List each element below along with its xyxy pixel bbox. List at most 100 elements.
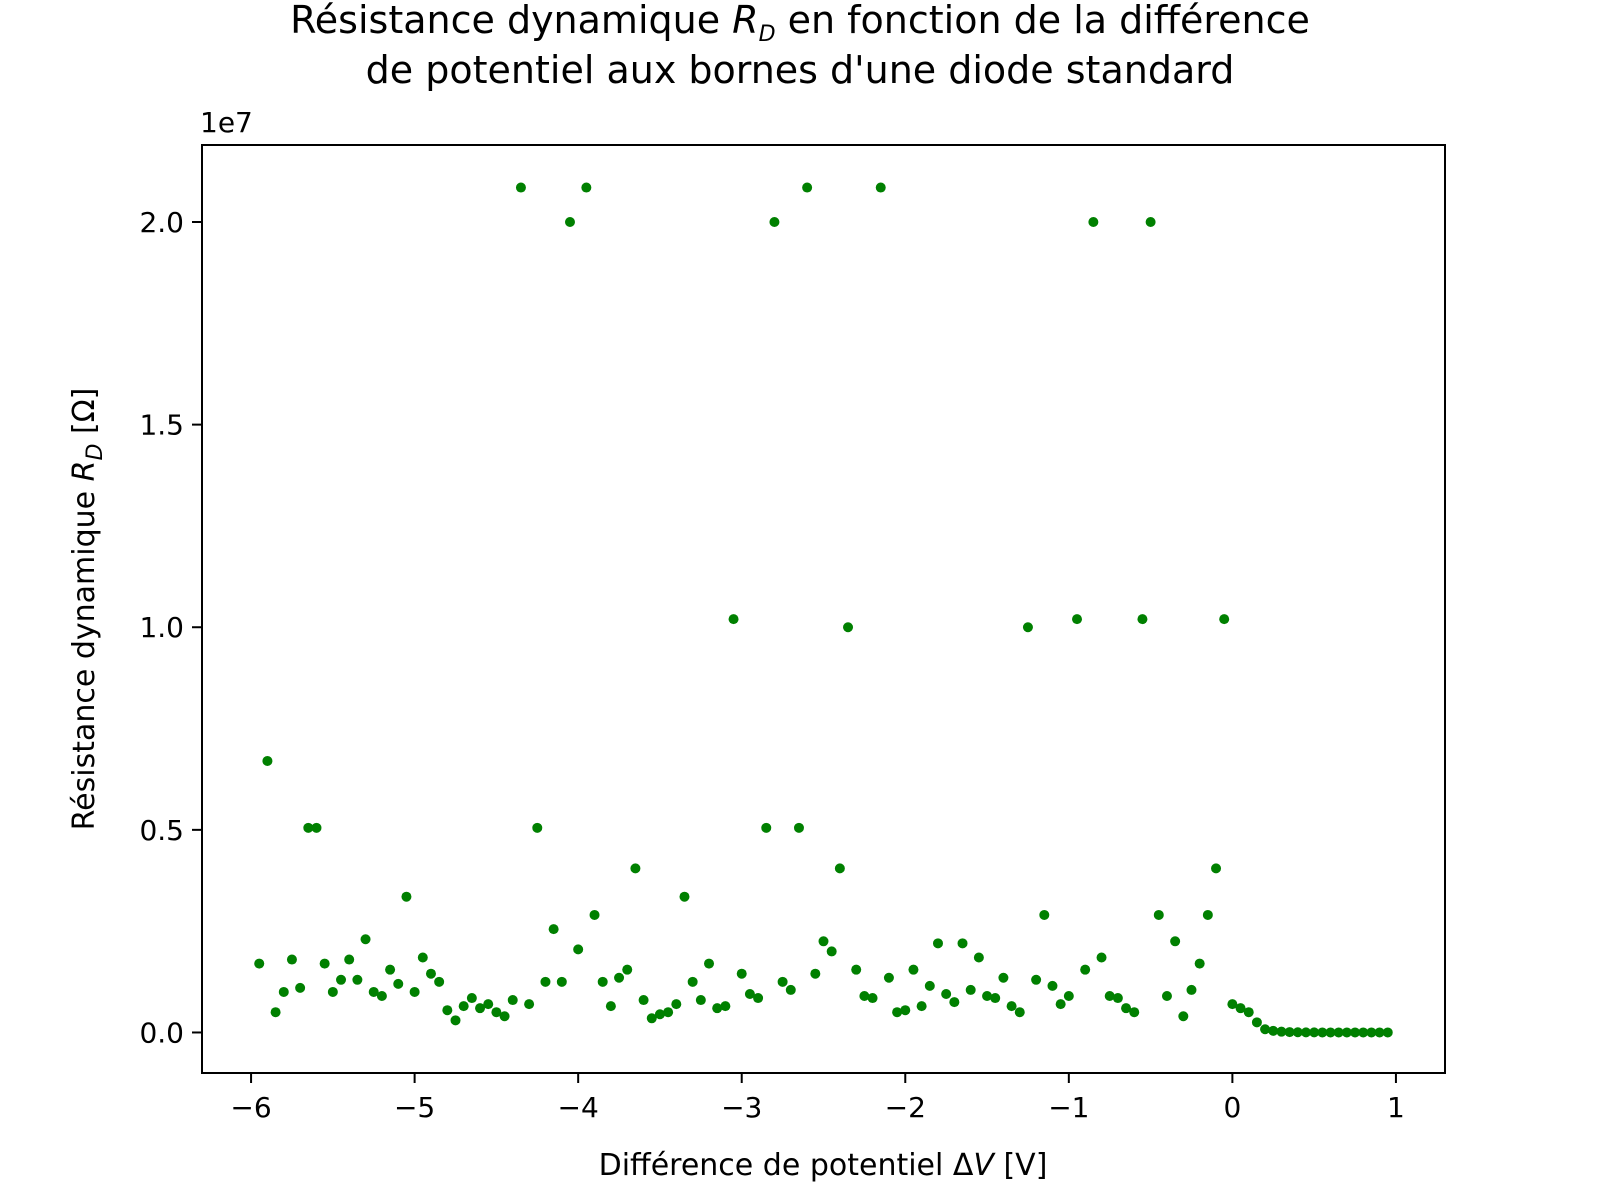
data-point: [589, 909, 600, 920]
data-point: [1317, 1027, 1328, 1038]
data-point: [581, 182, 592, 193]
data-point: [826, 946, 837, 957]
data-point: [491, 1007, 502, 1018]
data-point: [303, 822, 314, 833]
data-point: [704, 958, 715, 969]
x-tick-label: −5: [394, 1091, 435, 1124]
data-point: [1219, 614, 1230, 625]
data-point: [810, 968, 821, 979]
data-point: [1268, 1025, 1279, 1036]
data-point: [270, 1007, 281, 1018]
data-point: [802, 182, 813, 193]
data-point: [1031, 974, 1042, 985]
scatter-points: [254, 182, 1393, 1038]
x-axis-label: Différence de potentiel ΔV [V]: [599, 1148, 1048, 1183]
data-point: [254, 958, 265, 969]
data-point: [1276, 1026, 1287, 1037]
data-point: [1325, 1027, 1336, 1038]
data-point: [1235, 1003, 1246, 1014]
data-point: [753, 993, 764, 1004]
data-point: [892, 1007, 903, 1018]
data-point: [401, 891, 412, 902]
data-point: [466, 993, 477, 1004]
x-tick-label: 1: [1387, 1091, 1405, 1124]
data-point: [1006, 1001, 1017, 1012]
data-point: [851, 964, 862, 975]
data-point: [1374, 1027, 1385, 1038]
data-point: [352, 974, 363, 985]
data-point: [883, 972, 894, 983]
data-point: [614, 972, 625, 983]
data-point: [1137, 614, 1148, 625]
data-point: [286, 954, 297, 965]
data-point: [1088, 217, 1099, 227]
data-point: [679, 891, 690, 902]
data-point: [295, 982, 306, 993]
data-point: [1129, 1007, 1140, 1018]
x-tick-label: −3: [721, 1091, 762, 1124]
data-point: [843, 622, 854, 633]
data-point: [761, 822, 772, 833]
data-point: [949, 997, 960, 1008]
data-point: [646, 1013, 657, 1024]
y-tick-label: 1.5: [139, 409, 184, 442]
data-point: [1161, 991, 1172, 1001]
y-offset-label: 1e7: [200, 106, 253, 139]
data-point: [1366, 1027, 1377, 1038]
data-point: [483, 999, 494, 1010]
x-tick-label: 0: [1223, 1091, 1241, 1124]
data-point: [327, 986, 338, 997]
data-point: [1080, 964, 1091, 975]
chart-title-line-2: de potentiel aux bornes d'une diode stan…: [366, 48, 1235, 92]
data-point: [278, 986, 289, 997]
data-point: [458, 1001, 469, 1012]
data-point: [1112, 993, 1123, 1004]
y-axis-label: Résistance dynamique RD [Ω]: [67, 388, 108, 831]
data-point: [687, 976, 698, 987]
data-point: [1358, 1027, 1369, 1038]
data-point: [499, 1011, 510, 1022]
data-point: [1178, 1011, 1189, 1022]
data-point: [475, 1003, 486, 1014]
data-point: [1055, 999, 1066, 1010]
data-point: [1072, 614, 1083, 625]
data-point: [1341, 1027, 1352, 1038]
data-point: [990, 993, 1001, 1004]
data-point: [1153, 909, 1164, 920]
data-point: [393, 978, 404, 989]
x-tick-label: −2: [885, 1091, 926, 1124]
data-point: [1063, 991, 1074, 1001]
data-point: [695, 995, 706, 1006]
y-tick-label: 0.0: [139, 1016, 184, 1049]
data-point: [1202, 909, 1213, 920]
data-point: [1047, 980, 1058, 991]
data-point: [654, 1009, 665, 1020]
data-point: [597, 976, 608, 987]
data-point: [556, 976, 567, 987]
data-point: [900, 1005, 911, 1016]
data-point: [859, 991, 870, 1001]
data-point: [1350, 1027, 1361, 1038]
data-point: [875, 182, 886, 193]
data-point: [1243, 1007, 1254, 1018]
data-point: [450, 1015, 461, 1026]
data-point: [1309, 1027, 1320, 1038]
data-point: [1022, 622, 1033, 633]
data-point: [728, 614, 739, 625]
data-point: [834, 863, 845, 874]
data-point: [793, 822, 804, 833]
data-point: [524, 999, 535, 1010]
data-point: [1251, 1017, 1262, 1028]
x-axis: −6 −5 −4 −3 −2 −1 0 1: [230, 1073, 1405, 1124]
data-point: [442, 1005, 453, 1016]
data-point: [376, 991, 387, 1001]
data-point: [1096, 952, 1107, 963]
data-point: [1186, 984, 1197, 995]
x-tick-label: −1: [1048, 1091, 1089, 1124]
data-point: [425, 968, 436, 979]
data-point: [1300, 1027, 1311, 1038]
data-point: [1170, 936, 1181, 947]
data-point: [532, 822, 543, 833]
data-point: [769, 217, 780, 227]
data-point: [957, 938, 968, 949]
